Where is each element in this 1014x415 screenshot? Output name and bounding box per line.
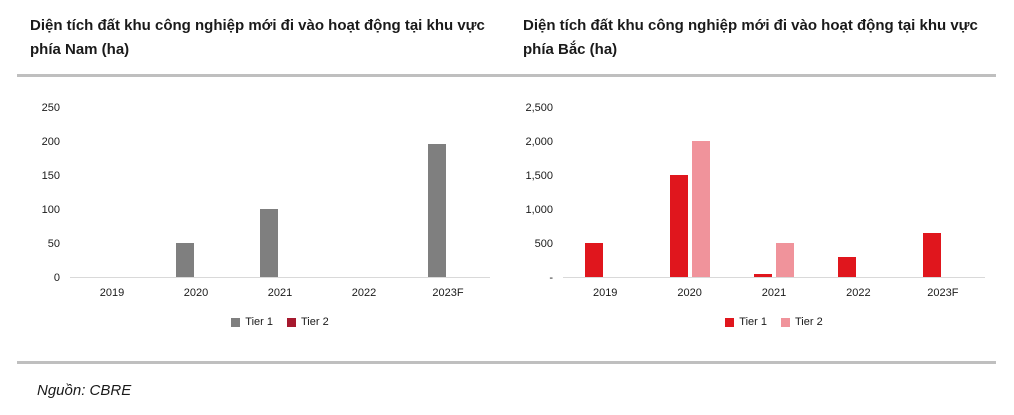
- legend-label-tier-2: Tier 2: [301, 316, 329, 328]
- bar-slot-tier-2-2019: [607, 108, 625, 277]
- x-axis: 2019 2020 2021 2022 2023F: [70, 287, 490, 299]
- bar-group-2019: [563, 108, 647, 277]
- legend-item-tier-2: Tier 2: [781, 316, 823, 328]
- bar-slot-tier-1-2019: [92, 108, 110, 277]
- bar-tier-1-2020: [669, 175, 688, 277]
- bar-group-2019: [70, 108, 154, 277]
- legend-label-tier-1: Tier 1: [739, 316, 767, 328]
- legend-item-tier-1: Tier 1: [231, 316, 273, 328]
- x-axis: 2019 2020 2021 2022 2023F: [563, 287, 985, 299]
- bar-group-2020: [647, 108, 731, 277]
- chart-title-north: Diện tích đất khu công nghiệp mới đi vào…: [523, 17, 978, 58]
- y-tick-label: 500: [534, 238, 553, 250]
- legend: Tier 1 Tier 2: [70, 316, 490, 328]
- chart-title-south: Diện tích đất khu công nghiệp mới đi vào…: [30, 17, 485, 58]
- chart-panel-south: Diện tích đất khu công nghiệp mới đi vào…: [30, 14, 490, 328]
- bar-slot-tier-1-2023f: [428, 108, 446, 277]
- plot: 250 200 150 100 50 0: [30, 102, 490, 284]
- bar-slot-tier-2-2023f: [450, 108, 468, 277]
- bar-tier-1-2023f: [922, 233, 941, 277]
- bar-slot-tier-1-2022: [838, 108, 857, 277]
- y-tick-label: 0: [53, 272, 60, 284]
- bar-slot-tier-2-2019: [114, 108, 132, 277]
- bar-slot-tier-2-2021: [776, 108, 795, 277]
- bar-slot-tier-2-2022: [366, 108, 384, 277]
- plot: 2,500 2,000 1,500 1,000 500 -: [523, 102, 985, 284]
- bar-tier-1-2021: [260, 209, 278, 277]
- x-tick-label-2019: 2019: [99, 287, 125, 299]
- legend-item-tier-1: Tier 1: [725, 316, 767, 328]
- bar-tier-1-2023f: [428, 144, 446, 277]
- bar-group-2022: [816, 108, 900, 277]
- bar-slot-tier-2-2020: [198, 108, 216, 277]
- y-axis: 2,500 2,000 1,500 1,000 500 -: [523, 102, 563, 284]
- bar-slot-tier-1-2021: [754, 108, 773, 277]
- legend: Tier 1 Tier 2: [563, 316, 985, 328]
- x-tick-label-2021: 2021: [267, 287, 293, 299]
- y-tick-label: 200: [41, 136, 60, 148]
- x-tick-label-2022: 2022: [351, 287, 377, 299]
- bar-tier-1-2020: [176, 243, 194, 277]
- bar-slot-tier-1-2020: [176, 108, 194, 277]
- y-axis: 250 200 150 100 50 0: [30, 102, 70, 284]
- bar-slot-tier-2-2020: [691, 108, 710, 277]
- x-tick-label-2019: 2019: [592, 287, 618, 299]
- x-tick-label-2023f: 2023F: [432, 287, 464, 299]
- bar-group-2021: [732, 108, 816, 277]
- bar-group-2020: [154, 108, 238, 277]
- y-tick-label: 250: [41, 102, 60, 114]
- y-tick-label: 50: [47, 238, 60, 250]
- bar-slot-tier-1-2019: [585, 108, 604, 277]
- y-tick-label: -: [549, 272, 553, 284]
- legend-swatch-tier-2: [781, 317, 790, 327]
- plot-area: [70, 108, 490, 278]
- divider-bottom: [17, 361, 996, 364]
- legend-swatch-tier-1: [725, 317, 735, 327]
- y-tick-label: 2,500: [525, 102, 553, 114]
- x-tick-label-2021: 2021: [761, 287, 787, 299]
- bar-slot-tier-2-2022: [860, 108, 878, 277]
- x-tick-label-2020: 2020: [677, 287, 702, 299]
- y-tick-label: 150: [41, 170, 60, 182]
- x-tick-label-2022: 2022: [846, 287, 871, 299]
- bar-group-2023f: [406, 108, 490, 277]
- bar-group-2021: [238, 108, 322, 277]
- bar-slot-tier-2-2021: [282, 108, 300, 277]
- bar-slot-tier-1-2020: [669, 108, 688, 277]
- x-tick-label-2023f: 2023F: [927, 287, 959, 299]
- y-tick-label: 1,000: [525, 204, 553, 216]
- chart-panel-north: Diện tích đất khu công nghiệp mới đi vào…: [523, 14, 985, 328]
- bar-tier-1-2022: [838, 257, 857, 277]
- x-tick-label-2020: 2020: [183, 287, 209, 299]
- bar-group-2023f: [901, 108, 985, 277]
- legend-swatch-tier-1: [231, 317, 241, 327]
- divider-top: [17, 74, 996, 77]
- bar-slot-tier-1-2021: [260, 108, 278, 277]
- y-tick-label: 2,000: [525, 136, 553, 148]
- legend-label-tier-1: Tier 1: [245, 316, 273, 328]
- legend-item-tier-2: Tier 2: [287, 316, 329, 328]
- bar-chart-south: 250 200 150 100 50 0 2019 2020 2021 2022 2023F Tier…: [30, 102, 490, 328]
- y-tick-label: 100: [41, 204, 60, 216]
- bar-chart-north: 2,500 2,000 1,500 1,000 500 - 2019 2020 2021 2022…: [523, 102, 985, 328]
- bar-tier-2-2021: [776, 243, 795, 277]
- plot-area: [563, 108, 985, 278]
- y-tick-label: 1,500: [525, 170, 553, 182]
- bar-tier-1-2021: [754, 274, 773, 277]
- bar-group-2022: [322, 108, 406, 277]
- bar-tier-2-2020: [691, 141, 710, 277]
- legend-label-tier-2: Tier 2: [795, 316, 823, 328]
- legend-swatch-tier-2: [287, 317, 296, 327]
- source-note: Nguồn: CBRE: [37, 382, 132, 399]
- bar-slot-tier-1-2023f: [922, 108, 941, 277]
- bar-slot-tier-2-2023f: [945, 108, 963, 277]
- bar-tier-1-2019: [585, 243, 604, 277]
- bar-slot-tier-1-2022: [344, 108, 362, 277]
